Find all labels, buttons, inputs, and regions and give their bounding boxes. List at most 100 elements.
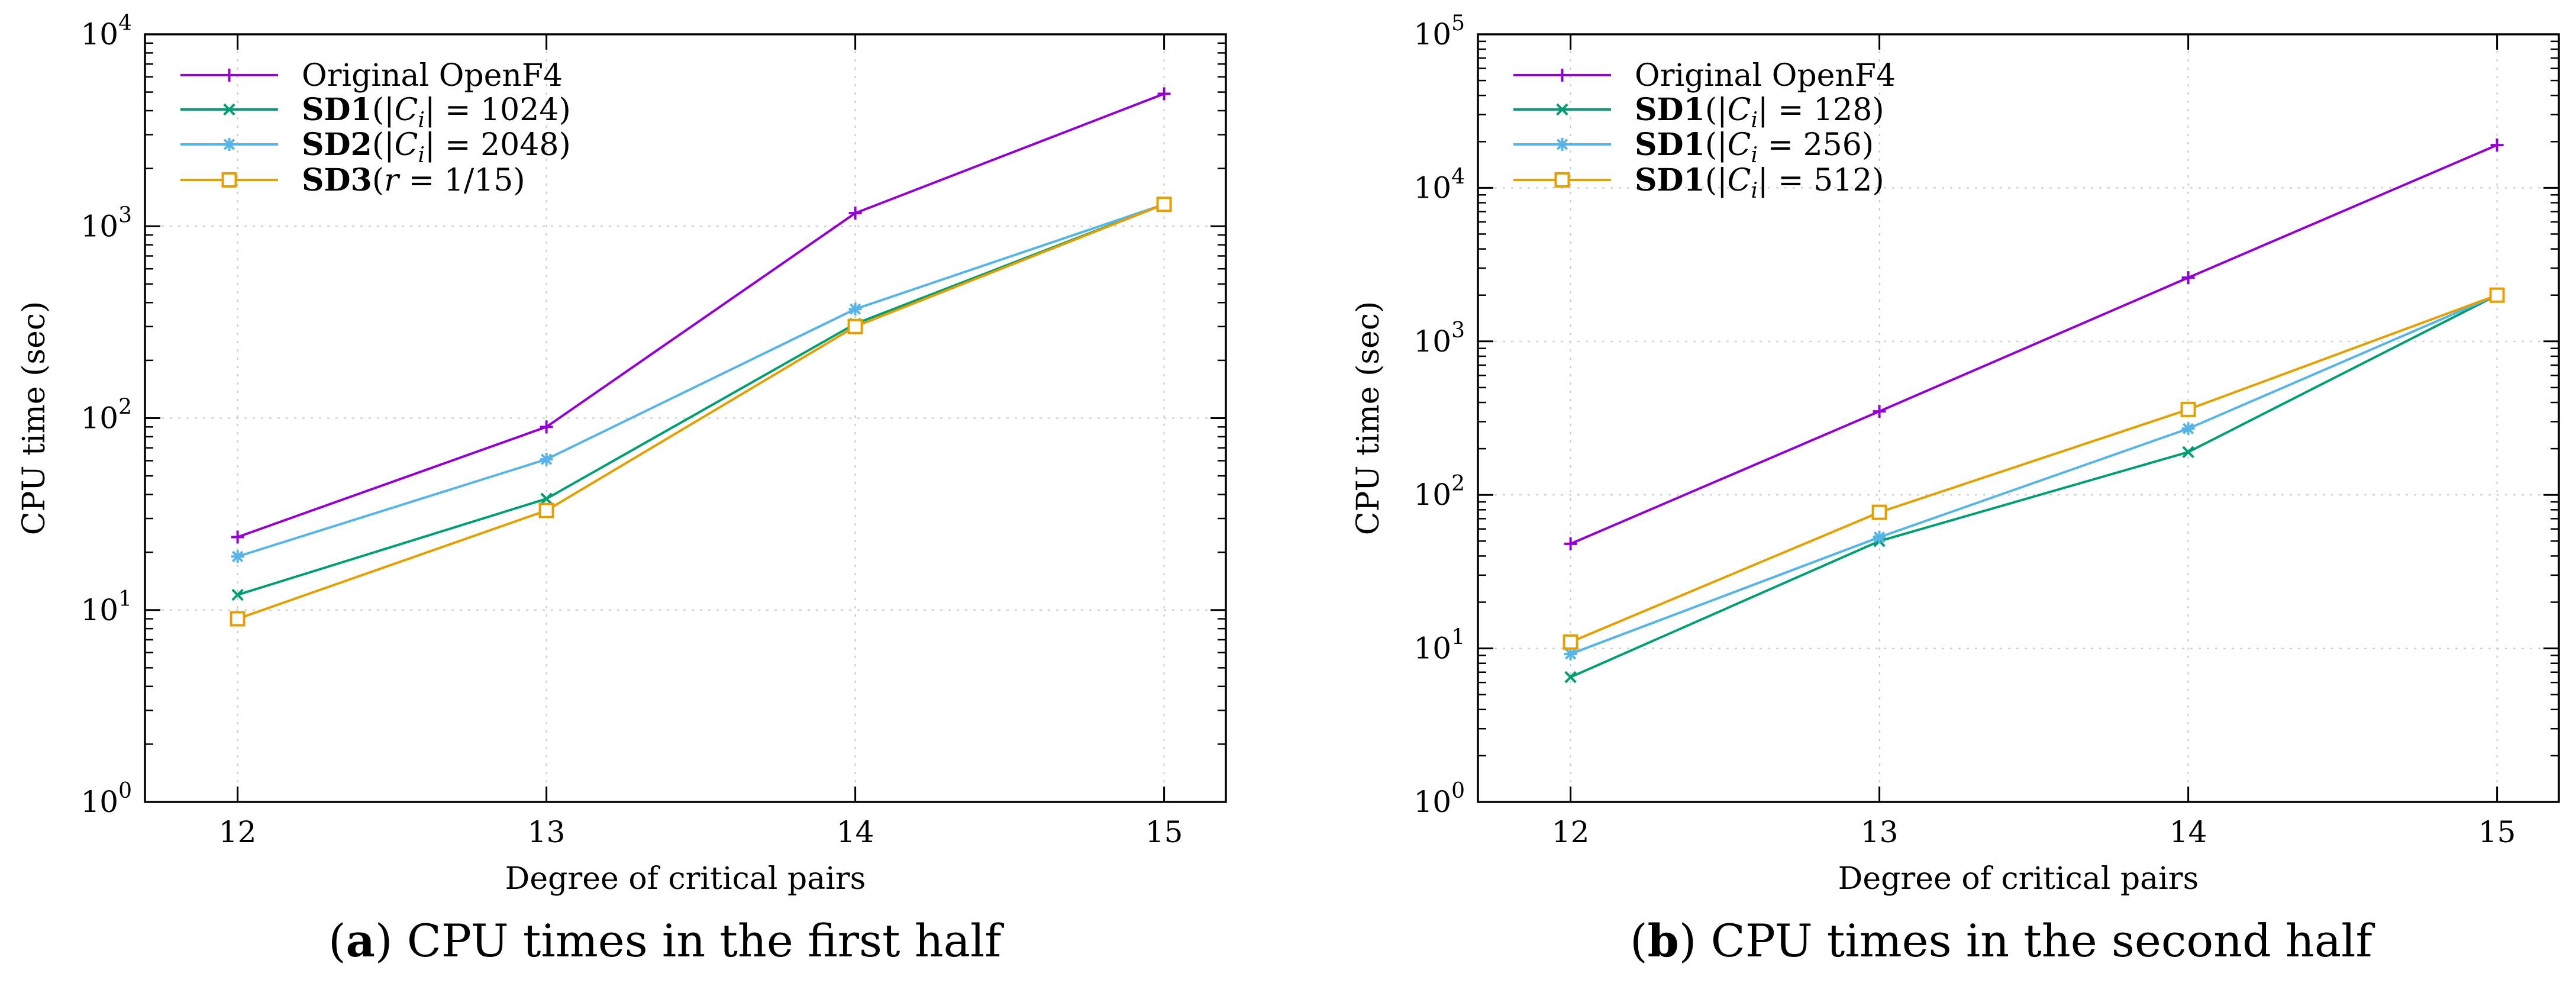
x-axis-label: Degree of critical pairs <box>505 861 866 897</box>
legend-text: | = 2048) <box>425 127 571 163</box>
y-tick-label: 101 <box>80 587 132 627</box>
legend-label: SD1(|Ci| = 512) <box>1635 162 1884 203</box>
legend-bold: SD2 <box>302 127 372 163</box>
y-tick-label: 100 <box>1413 779 1465 819</box>
caption-a-text: CPU times in the first half <box>392 914 1002 967</box>
y-tick-label: 103 <box>80 203 132 243</box>
legend-text: (| <box>1705 92 1728 128</box>
y-tick-exponent: 1 <box>118 587 132 611</box>
legend-text: = 256) <box>1758 127 1874 163</box>
legend-text: Original OpenF4 <box>1635 58 1896 94</box>
y-tick-label: 104 <box>80 11 132 51</box>
data-point <box>2490 138 2504 152</box>
data-point <box>1873 405 1886 418</box>
legend-subscript: i <box>1751 108 1758 133</box>
legend-label: SD1(|Ci| = 128) <box>1635 92 1884 133</box>
legend-subscript: i <box>1751 179 1758 203</box>
y-tick-label: 100 <box>80 779 132 819</box>
legend-var: r <box>384 163 401 198</box>
series-line <box>1570 294 2498 678</box>
x-axis-label: Degree of critical pairs <box>1838 861 2199 897</box>
x-tick-label: 14 <box>837 815 874 849</box>
legend-marker <box>1555 138 1569 151</box>
x-tick-label: 15 <box>2478 815 2516 849</box>
y-tick-base: 10 <box>80 209 118 243</box>
caption-a: (a) CPU times in the first half <box>328 914 1002 967</box>
legend-text: ( <box>372 163 384 198</box>
data-point <box>2180 401 2196 417</box>
legend-marker <box>1554 172 1570 188</box>
legend-text: = 1/15) <box>399 163 525 198</box>
caption-b-letter: b <box>1647 914 1679 967</box>
legend-var: C <box>1728 92 1751 128</box>
legend-text: (| <box>372 127 395 163</box>
legend-text: (| <box>1705 127 1728 163</box>
y-tick-base: 10 <box>80 593 118 627</box>
data-point <box>1157 87 1171 101</box>
data-point <box>2182 446 2194 459</box>
x-tick-label: 12 <box>219 815 257 849</box>
legend-bold: SD1 <box>1635 92 1705 128</box>
data-point <box>1563 634 1578 650</box>
legend-subscript: i <box>1751 143 1758 167</box>
y-tick-exponent: 0 <box>118 779 132 803</box>
data-point <box>540 453 553 466</box>
y-tick-exponent: 1 <box>1451 626 1465 650</box>
x-tick-label: 14 <box>2170 815 2207 849</box>
data-point <box>1871 504 1887 520</box>
legend-text: | = 128) <box>1758 92 1884 128</box>
y-tick-base: 10 <box>1413 170 1451 205</box>
series-line <box>237 203 1165 596</box>
legend-subscript: i <box>418 108 425 133</box>
series-line <box>237 203 1165 558</box>
legend-var: C <box>1728 163 1751 198</box>
data-point <box>538 502 554 518</box>
caption-b: (b) CPU times in the second half <box>1630 914 2372 967</box>
legend-marker <box>222 138 236 151</box>
y-tick-label: 105 <box>1413 11 1465 51</box>
legend-subscript: i <box>418 143 425 167</box>
y-tick-label: 101 <box>1413 626 1465 666</box>
caption-a-letter: a <box>346 914 375 967</box>
legend-text: (| <box>1705 163 1728 198</box>
y-tick-base: 10 <box>1413 478 1451 512</box>
y-axis-label: CPU time (sec) <box>1351 301 1386 536</box>
series-line <box>237 92 1165 539</box>
data-point <box>231 550 244 563</box>
data-point <box>1564 671 1577 684</box>
data-point <box>1564 537 1577 550</box>
data-point <box>540 420 553 434</box>
y-tick-label: 103 <box>1413 318 1465 359</box>
data-point <box>2489 287 2505 303</box>
y-tick-base: 10 <box>1413 785 1451 819</box>
caption-b-text: CPU times in the second half <box>1696 914 2372 967</box>
data-point <box>230 611 246 627</box>
legend-text: | = 512) <box>1758 163 1884 198</box>
data-point <box>1873 530 1886 544</box>
y-tick-label: 102 <box>80 395 132 436</box>
data-point <box>2181 422 2195 436</box>
y-tick-base: 10 <box>80 401 118 436</box>
legend-marker <box>223 103 235 116</box>
legend-bold: SD1 <box>1635 127 1705 163</box>
legend-text: (| <box>372 92 395 128</box>
x-tick-label: 13 <box>1861 815 1899 849</box>
y-tick-exponent: 4 <box>1451 165 1465 189</box>
legend-label: SD1(|Ci = 256) <box>1635 127 1874 167</box>
y-tick-exponent: 2 <box>1451 472 1465 496</box>
data-point <box>2181 271 2195 285</box>
legend-marker <box>221 172 237 188</box>
data-point <box>848 302 862 316</box>
series-line <box>1570 144 2498 545</box>
x-tick-label: 13 <box>528 815 566 849</box>
y-tick-exponent: 3 <box>118 203 132 227</box>
legend-var: C <box>395 92 418 128</box>
y-tick-label: 102 <box>1413 472 1465 512</box>
y-tick-base: 10 <box>1413 631 1451 666</box>
legend-marker <box>222 69 236 82</box>
y-tick-base: 10 <box>80 17 118 51</box>
data-point <box>1564 647 1577 660</box>
legend-text: Original OpenF4 <box>302 58 563 94</box>
